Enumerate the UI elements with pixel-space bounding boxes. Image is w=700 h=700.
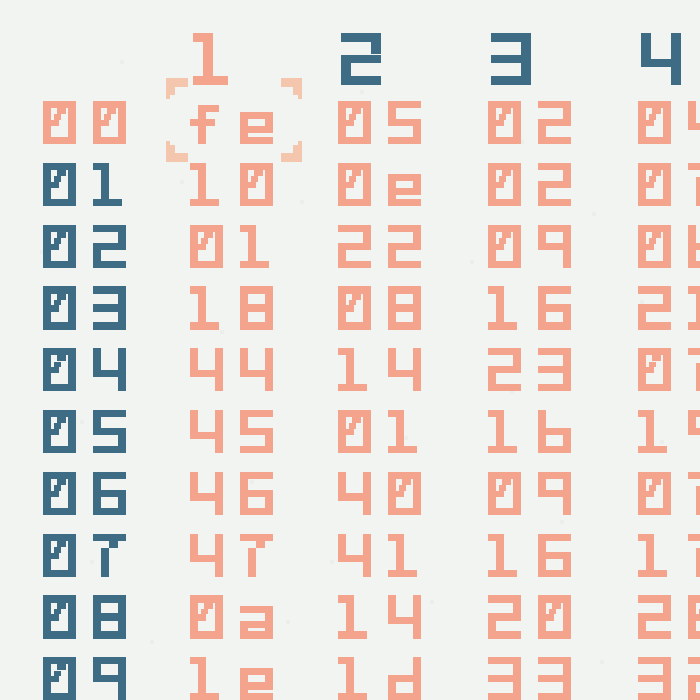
- speckle: [430, 600, 434, 604]
- speckle: [330, 560, 334, 564]
- speckle: [510, 390, 514, 394]
- speckle: [520, 140, 524, 144]
- speckle: [360, 90, 364, 94]
- pixel-rect: [166, 153, 188, 162]
- speckle: [220, 330, 224, 334]
- speckle: [120, 60, 124, 64]
- speckle: [640, 300, 644, 304]
- pixel-rect: [166, 78, 188, 87]
- cursor-corner-br: [280, 140, 302, 163]
- pixel-rect: [280, 78, 302, 87]
- pixel-rect: [297, 95, 302, 100]
- cursor-corner-tr: [280, 78, 302, 100]
- pixel-rect: [297, 140, 302, 145]
- pixel-rect: [293, 144, 302, 154]
- pixel-rect: [280, 153, 302, 162]
- speckle: [250, 480, 254, 484]
- pixel-rect: [166, 144, 175, 154]
- speckle: [150, 640, 154, 644]
- cursor-corner-tl: [166, 78, 188, 100]
- speckle: [560, 520, 564, 524]
- cursor-corner-bl: [166, 140, 188, 163]
- speckle: [80, 420, 84, 424]
- speckle: [470, 260, 474, 264]
- speckle: [592, 212, 596, 216]
- speckle: [404, 436, 408, 440]
- pixel-rect: [166, 86, 175, 96]
- speckle: [40, 250, 44, 254]
- pixel-rect: [166, 140, 171, 145]
- pixel-rect: [166, 95, 171, 100]
- speckle: [286, 620, 290, 624]
- speckle: [600, 660, 604, 664]
- speckle: [180, 180, 184, 184]
- speckle: [90, 560, 94, 564]
- speckle: [300, 200, 304, 204]
- speckle: [660, 440, 664, 444]
- pixel-rect: [293, 86, 302, 96]
